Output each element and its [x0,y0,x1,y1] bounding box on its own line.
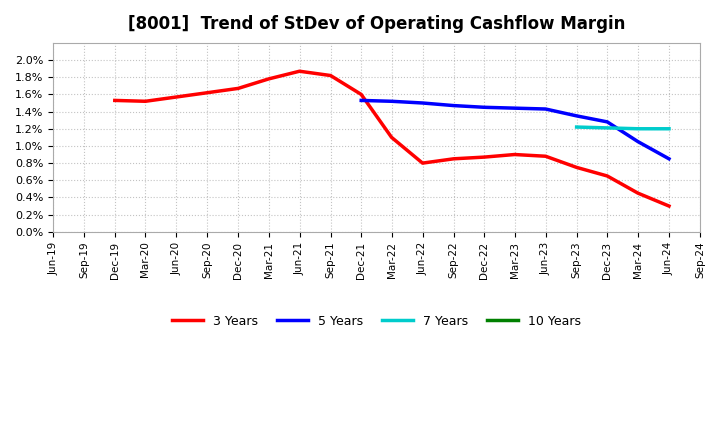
Line: 3 Years: 3 Years [114,71,669,206]
Title: [8001]  Trend of StDev of Operating Cashflow Margin: [8001] Trend of StDev of Operating Cashf… [128,15,625,33]
Line: 5 Years: 5 Years [361,100,669,159]
Legend: 3 Years, 5 Years, 7 Years, 10 Years: 3 Years, 5 Years, 7 Years, 10 Years [167,310,586,333]
Line: 7 Years: 7 Years [577,127,669,129]
